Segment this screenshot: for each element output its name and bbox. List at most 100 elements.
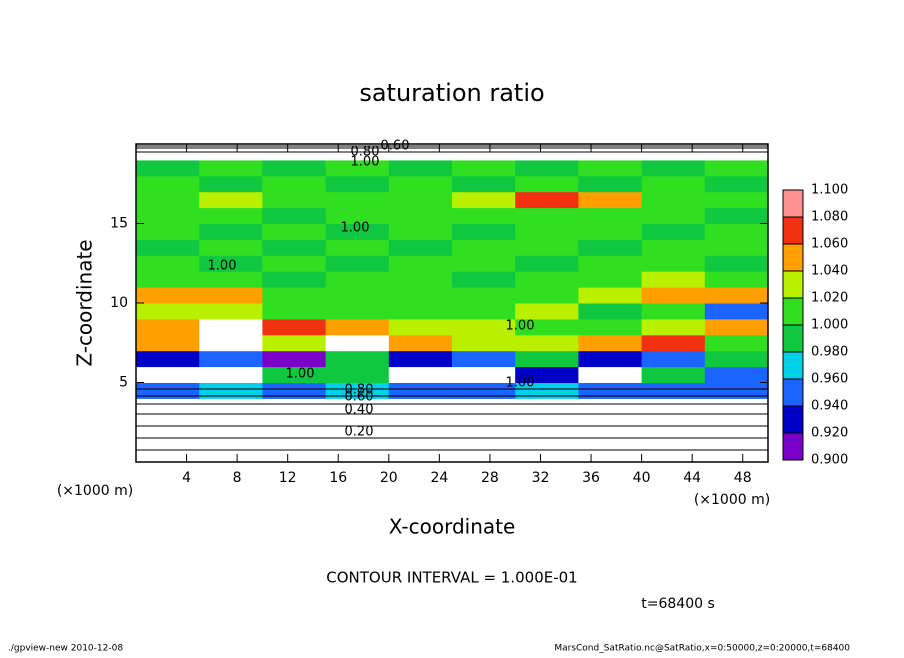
- cell: [199, 414, 263, 431]
- y-tick-label: 5: [119, 375, 128, 391]
- cell: [199, 382, 263, 399]
- time-label: t=68400 s: [641, 596, 715, 612]
- cell: [704, 366, 769, 383]
- cell: [452, 414, 516, 431]
- cell: [325, 382, 390, 399]
- cell: [136, 414, 200, 431]
- contour-label: 0.60: [345, 390, 374, 405]
- colorbar-band: [783, 217, 803, 244]
- cell: [136, 303, 200, 320]
- cell: [578, 318, 643, 336]
- cell: [452, 382, 516, 399]
- colorbar-label: 1.060: [811, 237, 848, 252]
- cell: [452, 287, 516, 304]
- cell: [199, 159, 263, 177]
- cell: [199, 175, 263, 193]
- cell: [578, 255, 643, 272]
- cell: [515, 303, 579, 320]
- cell: [704, 207, 769, 224]
- cell: [515, 334, 579, 352]
- colorbar-label: 0.920: [811, 426, 848, 441]
- x-unit: (×1000 m): [694, 492, 770, 508]
- cell: [388, 239, 453, 256]
- cell: [199, 366, 263, 383]
- cell: [452, 398, 516, 415]
- cell: [199, 350, 263, 368]
- cell: [199, 207, 263, 224]
- cell: [388, 287, 453, 304]
- cell: [515, 446, 579, 463]
- cell: [515, 398, 579, 415]
- cell: [136, 446, 200, 463]
- cell: [136, 318, 200, 336]
- contour-label: 0.20: [345, 425, 374, 440]
- x-axis-label: X-coordinate: [389, 515, 516, 539]
- cell: [136, 398, 200, 415]
- cell: [262, 303, 327, 320]
- cell: [325, 350, 390, 368]
- cell: [136, 207, 200, 224]
- cell: [388, 159, 453, 177]
- cell: [325, 446, 390, 463]
- cell: [388, 366, 453, 383]
- cell: [452, 223, 516, 240]
- cell: [199, 318, 263, 336]
- cell: [578, 175, 643, 193]
- cell: [325, 366, 390, 383]
- cell: [262, 159, 327, 177]
- y-tick-label: 15: [110, 216, 128, 232]
- x-tick-label: 40: [633, 470, 651, 486]
- cell: [262, 239, 327, 256]
- colorbar-label: 1.100: [811, 183, 848, 198]
- cell: [452, 446, 516, 463]
- cell: [136, 334, 200, 352]
- cell: [704, 223, 769, 240]
- x-tick-label: 8: [233, 470, 242, 486]
- cell: [262, 207, 327, 224]
- cell: [641, 303, 706, 320]
- cell: [388, 414, 453, 431]
- cell: [136, 271, 200, 288]
- x-tick-label: 28: [481, 470, 499, 486]
- cell: [262, 318, 327, 336]
- cell: [578, 382, 643, 399]
- cell: [704, 255, 769, 272]
- colorbar-label: 0.900: [811, 453, 848, 468]
- cell: [136, 191, 200, 209]
- cell: [262, 175, 327, 193]
- cell: [388, 318, 453, 336]
- cell: [704, 239, 769, 256]
- cell: [262, 414, 327, 431]
- cell: [388, 446, 453, 463]
- y-axis-label: Z-coordinate: [73, 239, 97, 366]
- cell: [578, 350, 643, 368]
- cell: [136, 382, 200, 399]
- colorbar-band: [783, 325, 803, 352]
- contour-label: 1.00: [351, 155, 380, 170]
- x-tick-label: 20: [380, 470, 398, 486]
- cell: [578, 303, 643, 320]
- cell: [388, 334, 453, 352]
- x-tick-label: 48: [734, 470, 752, 486]
- cell: [199, 287, 263, 304]
- cell: [325, 255, 390, 272]
- cell: [136, 175, 200, 193]
- cell: [641, 446, 706, 463]
- cell: [325, 223, 390, 240]
- cell: [199, 398, 263, 415]
- cell: [578, 191, 643, 209]
- cell: [578, 414, 643, 431]
- y-tick-label: 10: [110, 295, 128, 311]
- cell: [641, 175, 706, 193]
- cell: [641, 414, 706, 431]
- cell: [641, 239, 706, 256]
- cell: [578, 446, 643, 463]
- cell: [136, 366, 200, 383]
- x-tick-label: 16: [329, 470, 347, 486]
- cell: [704, 271, 769, 288]
- colorbar-band: [783, 379, 803, 406]
- colorbar-band: [783, 298, 803, 325]
- cell: [515, 318, 579, 336]
- cell: [262, 223, 327, 240]
- colorbar-label: 1.000: [811, 318, 848, 333]
